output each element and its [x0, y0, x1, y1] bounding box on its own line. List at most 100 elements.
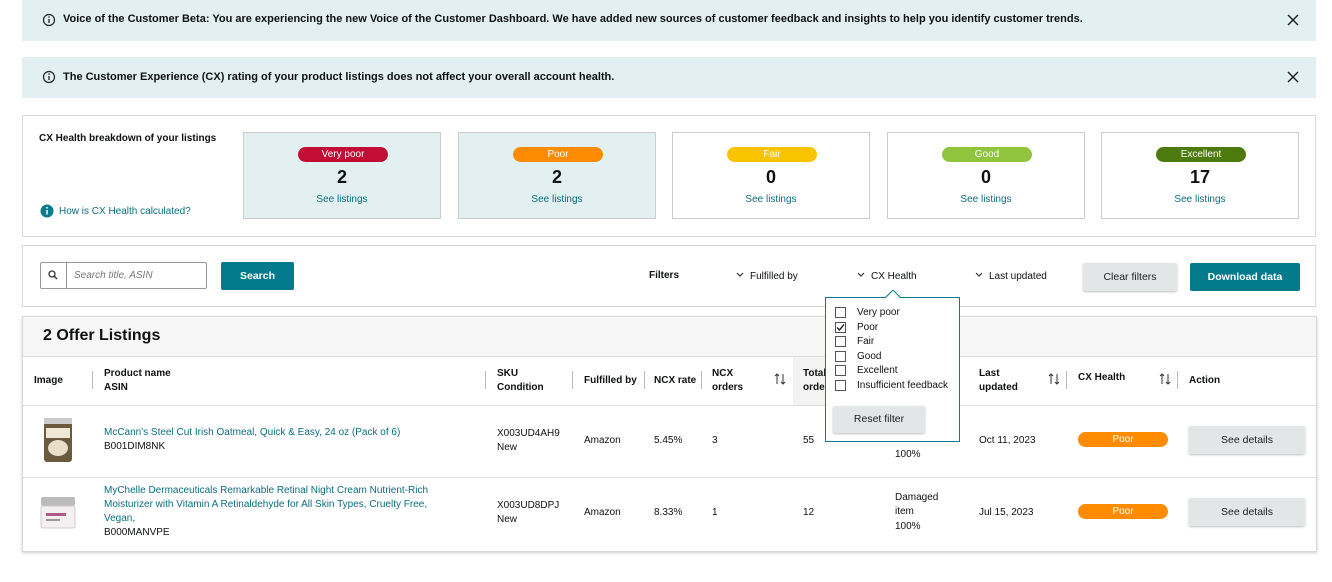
- row-divider: [23, 477, 1316, 478]
- return-reason: Damaged item: [895, 492, 939, 517]
- health-badge: Poor: [1078, 504, 1168, 519]
- health-badge: Very poor: [298, 147, 388, 162]
- see-listings-link[interactable]: See listings: [316, 194, 368, 205]
- help-link[interactable]: How is CX Health calculated?: [59, 206, 191, 217]
- product-image: [40, 497, 76, 529]
- divider: [572, 371, 573, 389]
- see-details-button[interactable]: See details: [1189, 498, 1305, 526]
- return-reason-pct: 100%: [895, 449, 921, 460]
- chevron: [857, 272, 865, 277]
- chevron: [975, 272, 983, 277]
- banner-text: The Customer Experience (CX) rating of y…: [63, 71, 615, 83]
- download-button[interactable]: Download data: [1190, 263, 1300, 291]
- filter-dropdown[interactable]: Fulfilled by: [750, 271, 798, 282]
- row-divider: [23, 405, 1316, 406]
- search-button[interactable]: Search: [221, 262, 294, 290]
- close-button[interactable]: [1287, 71, 1299, 83]
- see-listings-link[interactable]: See listings: [1174, 194, 1226, 205]
- fulfilled-by: Amazon: [584, 435, 621, 446]
- checkbox[interactable]: [835, 379, 846, 391]
- header-cell: Image: [34, 375, 63, 386]
- sort-icon[interactable]: [774, 373, 786, 385]
- health-title: CX Health breakdown of your listings: [39, 133, 217, 144]
- table-title: 2 Offer Listings: [43, 327, 161, 344]
- checkbox[interactable]: [835, 350, 846, 362]
- health-card[interactable]: Good 0 See listings: [887, 132, 1085, 219]
- filter-dropdown[interactable]: Last updated: [989, 271, 1047, 282]
- filter-option[interactable]: Good: [857, 350, 882, 362]
- reset-filter-button[interactable]: Reset filter: [833, 406, 925, 433]
- clear-filters-button[interactable]: Clear filters: [1083, 263, 1177, 291]
- product-name-link[interactable]: MyChelle Dermaceuticals Remarkable Retin…: [104, 485, 428, 524]
- divider: [644, 371, 645, 389]
- condition: New: [497, 514, 518, 525]
- divider: [701, 371, 702, 389]
- see-details-button[interactable]: See details: [1189, 426, 1305, 454]
- filter-option[interactable]: Excellent: [857, 365, 898, 376]
- divider: [1177, 371, 1178, 389]
- health-card[interactable]: Poor 2 See listings: [458, 132, 656, 219]
- filter-option[interactable]: Very poor: [857, 307, 900, 318]
- header-cell: Last updated: [979, 368, 1018, 393]
- header-cell: NCX orders: [712, 368, 744, 393]
- header-cell: Total orders: [803, 368, 835, 393]
- listing-count: 2: [336, 167, 347, 187]
- table-panel: [22, 316, 1317, 552]
- health-badge: Poor: [1078, 432, 1168, 447]
- see-listings-link[interactable]: See listings: [745, 194, 797, 205]
- health-badge: Fair: [727, 147, 817, 162]
- close-button[interactable]: [1287, 14, 1299, 26]
- dropdown-caret: [885, 290, 901, 299]
- asin: B000MANVPE: [104, 527, 170, 538]
- sort-icon[interactable]: [1159, 373, 1171, 385]
- sku: X003UD4AH9: [497, 428, 560, 439]
- health-card[interactable]: Fair 0 See listings: [672, 132, 870, 219]
- header-cell: SKU: [497, 368, 519, 379]
- header-cell: ASIN: [104, 382, 128, 393]
- divider: [485, 371, 486, 389]
- filter-option[interactable]: Insufficient feedback: [857, 379, 948, 391]
- filter-dropdown[interactable]: CX Health: [871, 271, 917, 282]
- health-badge: Poor: [513, 147, 603, 162]
- checkbox[interactable]: [835, 365, 846, 376]
- header-cell: Product name: [104, 368, 171, 379]
- ncx-rate: 8.33%: [654, 507, 683, 518]
- last-updated: Oct 11, 2023: [979, 435, 1036, 446]
- filter-option[interactable]: Fair: [857, 336, 875, 347]
- banner: [22, 0, 1316, 41]
- info-icon: [42, 13, 56, 27]
- fulfilled-by: Amazon: [584, 507, 621, 518]
- health-badge: Good: [942, 147, 1032, 162]
- sku: X003UD8DPJ: [497, 500, 560, 511]
- health-card[interactable]: Very poor 2 See listings: [243, 132, 441, 219]
- header-cell: NCX rate: [654, 375, 697, 386]
- search-placeholder: Search title, ASIN: [74, 270, 153, 281]
- health-card[interactable]: Excellent 17 See listings: [1101, 132, 1299, 219]
- search-input[interactable]: [40, 262, 207, 289]
- listing-count: 0: [980, 167, 991, 187]
- header-cell: Fulfilled by: [584, 375, 637, 386]
- listing-count: 2: [551, 167, 562, 187]
- filter-bar: [22, 245, 1316, 307]
- checkbox[interactable]: [835, 321, 846, 333]
- product-name-link[interactable]: McCann's Steel Cut Irish Oatmeal, Quick …: [104, 427, 401, 438]
- divider: [66, 262, 67, 289]
- ncx-rate: 5.45%: [654, 435, 683, 446]
- last-updated: Jul 15, 2023: [979, 507, 1034, 518]
- checkmark: [836, 323, 845, 331]
- see-listings-link[interactable]: See listings: [531, 194, 583, 205]
- see-listings-link[interactable]: See listings: [960, 194, 1012, 205]
- return-reason-pct: 100%: [895, 521, 921, 532]
- sort-icon[interactable]: [1048, 373, 1060, 385]
- product-image: [44, 418, 72, 462]
- filter-option[interactable]: Poor: [857, 321, 879, 333]
- banner: [22, 57, 1316, 98]
- checkbox[interactable]: [835, 307, 846, 318]
- info-icon: [42, 70, 56, 84]
- search-icon: [48, 270, 58, 280]
- divider: [92, 371, 93, 389]
- asin: B001DIM8NK: [104, 441, 166, 452]
- checkbox[interactable]: [835, 336, 846, 347]
- condition: New: [497, 442, 518, 453]
